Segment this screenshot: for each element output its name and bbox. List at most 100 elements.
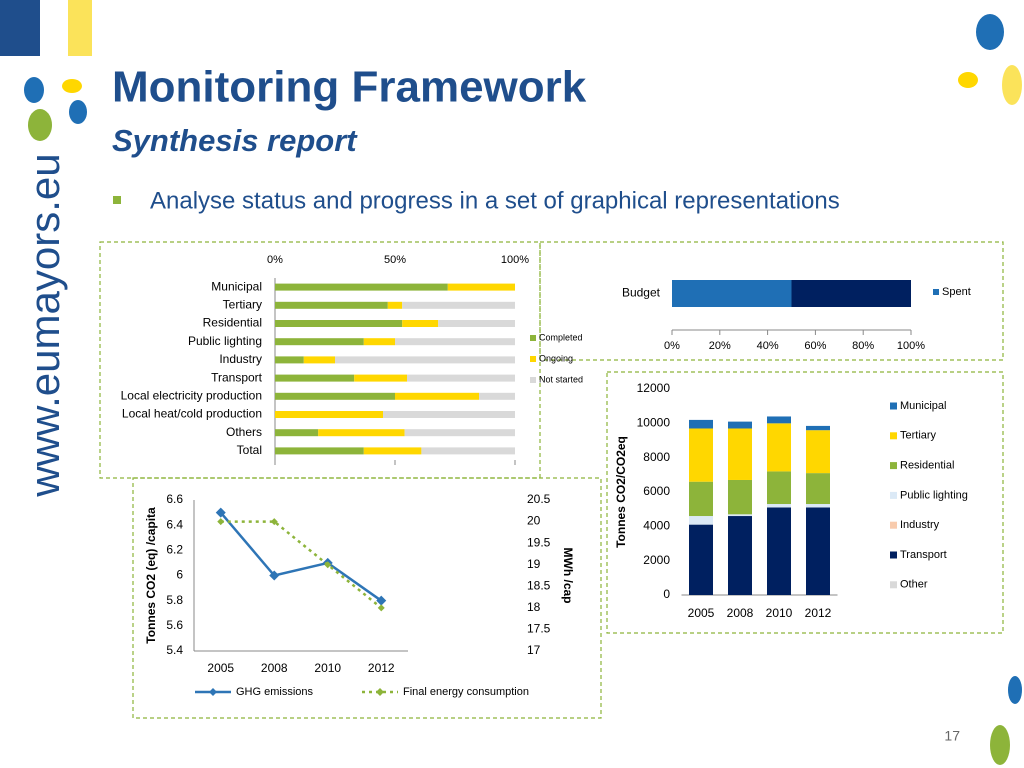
sidebar-url: www.eumayors.eu bbox=[21, 153, 68, 497]
deco-leaf bbox=[976, 14, 1004, 50]
bullet-marker bbox=[113, 196, 121, 204]
legend-swatch bbox=[530, 356, 536, 362]
legend-label: Completed bbox=[539, 332, 583, 342]
y-tick-label: 6000 bbox=[643, 484, 670, 498]
bar-segment bbox=[767, 416, 791, 424]
y2-tick-label: 17 bbox=[527, 643, 541, 657]
logo-band bbox=[68, 0, 92, 56]
legend-label: Public lighting bbox=[900, 489, 968, 501]
page-number: 17 bbox=[944, 728, 960, 744]
slide-title: Monitoring Framework bbox=[112, 63, 587, 112]
x-tick-label: 0% bbox=[664, 340, 680, 352]
y2-tick-label: 18.5 bbox=[527, 578, 551, 592]
bar-segment bbox=[402, 301, 515, 309]
bar-segment bbox=[728, 514, 752, 517]
bar-segment bbox=[806, 430, 830, 474]
bar-segment bbox=[438, 320, 515, 327]
x-tick-label: 2008 bbox=[727, 606, 754, 620]
y-tick-label: Municipal bbox=[211, 279, 262, 293]
y2-tick-label: 19.5 bbox=[527, 535, 551, 549]
x-tick-label: 100% bbox=[501, 254, 529, 266]
x-tick-label: 40% bbox=[757, 340, 779, 352]
y-tick-label: 4000 bbox=[643, 519, 670, 533]
legend-swatch bbox=[890, 402, 897, 410]
bar-segment bbox=[421, 447, 515, 455]
deco-leaf bbox=[1008, 676, 1022, 704]
legend-swatch bbox=[530, 377, 536, 383]
bar-segment bbox=[672, 280, 792, 307]
bar-segment bbox=[407, 374, 515, 382]
bar-segment bbox=[479, 392, 515, 400]
x-tick-label: 2012 bbox=[805, 606, 832, 620]
y2-tick-label: 17.5 bbox=[527, 622, 551, 636]
bar-segment bbox=[395, 338, 515, 346]
bar-segment bbox=[275, 338, 364, 346]
x-tick-label: 2008 bbox=[261, 661, 288, 675]
legend-label: Other bbox=[900, 579, 928, 591]
x-tick-label: 2010 bbox=[766, 606, 793, 620]
x-tick-label: 2005 bbox=[688, 606, 715, 620]
deco-leaf bbox=[990, 725, 1010, 765]
legend-swatch bbox=[530, 335, 536, 341]
bar-segment bbox=[363, 447, 422, 455]
y-tick-label: Residential bbox=[203, 316, 262, 330]
legend-swatch bbox=[890, 432, 897, 440]
bullet-text: Analyse status and progress in a set of … bbox=[150, 187, 840, 214]
bar-segment bbox=[275, 392, 395, 400]
point-marker bbox=[376, 595, 387, 606]
bar-segment bbox=[303, 356, 335, 364]
bar-segment bbox=[387, 301, 403, 309]
bar-segment bbox=[354, 374, 407, 382]
legend-marker bbox=[376, 688, 384, 696]
y-tick-label: 8000 bbox=[643, 450, 670, 464]
logo-band bbox=[40, 0, 68, 56]
y-axis-title: Tonnes CO2/CO2eq bbox=[614, 436, 628, 548]
bar-segment bbox=[402, 320, 439, 327]
bar-segment bbox=[806, 504, 830, 508]
bar-segment bbox=[335, 356, 515, 364]
point-marker bbox=[217, 518, 225, 526]
y-tick-label: 5.6 bbox=[166, 618, 183, 632]
logo-leaf bbox=[62, 79, 82, 93]
bar-segment bbox=[728, 421, 752, 429]
bar-segment bbox=[275, 356, 304, 364]
legend-label: Final energy consumption bbox=[403, 686, 529, 698]
bar-segment bbox=[275, 429, 319, 437]
x-tick-label: 2012 bbox=[368, 661, 395, 675]
x-tick-label: 100% bbox=[897, 340, 925, 352]
y-tick-label: Others bbox=[226, 425, 262, 439]
bar-segment bbox=[363, 338, 395, 346]
legend-label: GHG emissions bbox=[236, 686, 314, 698]
legend-label: Industry bbox=[900, 519, 940, 531]
y-tick-label: 12000 bbox=[637, 381, 671, 395]
y-tick-label: Transport bbox=[211, 370, 263, 384]
bar-segment bbox=[767, 423, 791, 472]
y-tick-label: 5.4 bbox=[166, 643, 183, 657]
bar-segment bbox=[767, 471, 791, 505]
x-tick-label: 50% bbox=[384, 254, 406, 266]
y2-tick-label: 18 bbox=[527, 600, 541, 614]
bar-segment bbox=[318, 429, 405, 437]
bar-segment bbox=[404, 429, 515, 437]
bar-segment bbox=[395, 392, 479, 400]
logo-leaf bbox=[69, 100, 87, 124]
legend-label: Municipal bbox=[900, 400, 946, 412]
legend-label: Residential bbox=[900, 460, 954, 472]
bar-segment bbox=[689, 419, 713, 429]
chart-frame bbox=[132, 477, 602, 719]
legend-swatch bbox=[890, 551, 897, 559]
y-tick-label: 2000 bbox=[643, 553, 670, 567]
legend-label: Ongoing bbox=[539, 353, 573, 363]
bar-segment bbox=[275, 411, 383, 418]
chart-frame bbox=[99, 241, 541, 479]
point-marker bbox=[324, 561, 332, 569]
legend-label: Not started bbox=[539, 374, 583, 384]
y2-tick-label: 19 bbox=[527, 557, 541, 571]
bar-segment bbox=[275, 283, 448, 291]
point-marker bbox=[377, 604, 385, 612]
x-tick-label: 2010 bbox=[314, 661, 341, 675]
bar-segment bbox=[728, 428, 752, 480]
bar-segment bbox=[275, 447, 364, 455]
deco-leaf bbox=[1002, 65, 1022, 105]
